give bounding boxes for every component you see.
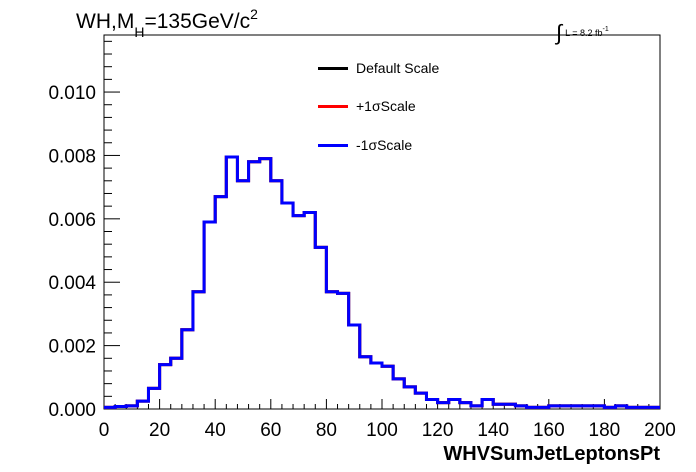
y-tick-label: 0.004 xyxy=(48,273,96,294)
title-main: WH,M xyxy=(76,10,135,33)
legend-line-default xyxy=(318,67,348,70)
y-tick-label: 0.002 xyxy=(48,337,96,358)
chart-title: WH,MH=135GeV/c2 xyxy=(76,6,258,40)
x-tick-label: 20 xyxy=(149,420,170,441)
x-tick-label: 40 xyxy=(205,420,226,441)
x-axis-title: WHVSumJetLeptonsPt xyxy=(443,443,660,465)
x-tick-label: 100 xyxy=(366,420,398,441)
x-tick-label: 60 xyxy=(260,420,281,441)
y-tick-label: 0.000 xyxy=(48,400,96,421)
x-tick-label: 80 xyxy=(316,420,337,441)
y-tick-label: 0.010 xyxy=(48,83,96,104)
title-rest: =135GeV/c xyxy=(144,10,251,33)
legend-line-plus1sigma xyxy=(318,105,348,108)
histogram-line-minus1sigma xyxy=(104,155,660,409)
title-subscript: H xyxy=(134,24,145,40)
x-tick-label: 140 xyxy=(477,420,509,441)
luminosity-label: ∫ L = 8.2 fb-1 xyxy=(556,14,609,45)
legend-line-minus1sigma xyxy=(318,144,348,147)
x-tick-label: 160 xyxy=(533,420,565,441)
axis-labels: 0 20 40 60 80 100 120 140 160 180 200 0.000 0.002 0.0… xyxy=(48,83,675,465)
lumi-superscript: -1 xyxy=(602,26,609,33)
legend-label-plus1sigma: +1σScale xyxy=(356,98,416,114)
lumi-text: L = 8.2 fb xyxy=(565,28,603,38)
y-tick-label: 0.008 xyxy=(48,146,96,167)
x-tick-label: 200 xyxy=(644,420,676,441)
x-tick-label: 180 xyxy=(589,420,621,441)
histogram-line-default xyxy=(104,155,660,409)
title-superscript: 2 xyxy=(250,6,258,22)
y-tick-label: 0.006 xyxy=(48,210,96,231)
legend-label-minus1sigma: -1σScale xyxy=(356,137,413,153)
histogram-line-plus1sigma xyxy=(104,155,660,409)
histogram-series xyxy=(104,155,660,409)
x-tick-label: 0 xyxy=(99,420,110,441)
plot-frame xyxy=(103,34,661,410)
integral-icon: ∫ xyxy=(556,20,563,45)
x-tick-label: 120 xyxy=(422,420,454,441)
legend-label-default: Default Scale xyxy=(356,60,440,76)
axis-ticks xyxy=(103,40,661,410)
